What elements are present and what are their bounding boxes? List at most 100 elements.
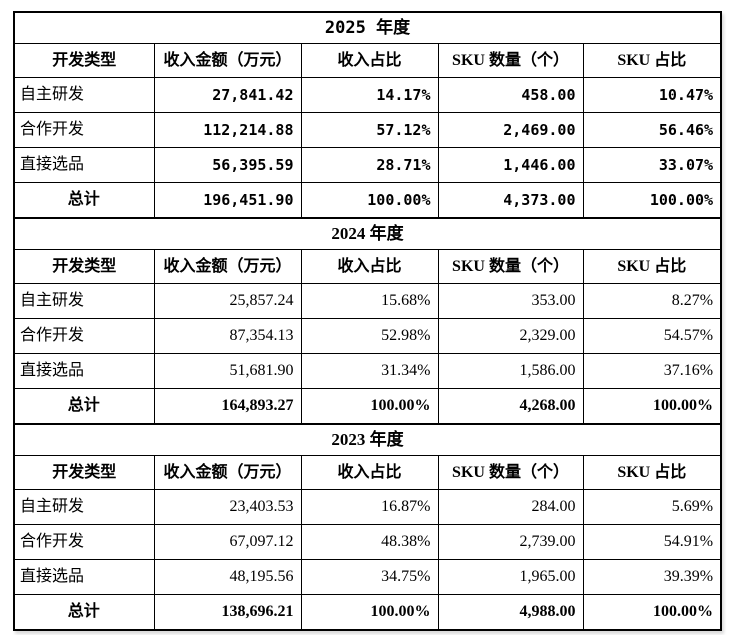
cell-sku-count: 4,268.00	[437, 388, 584, 425]
col-header-revenue: 收入金额（万元）	[153, 249, 302, 284]
col-header-sku-pct: SKU 占比	[582, 43, 722, 78]
cell-revenue: 48,195.56	[153, 559, 302, 595]
year-header: 2023 年度	[14, 423, 722, 456]
section-2025: 2025 年度 开发类型 收入金额（万元） 收入占比 SKU 数量（个） SKU…	[13, 11, 722, 219]
col-header-revenue: 收入金额（万元）	[153, 455, 302, 490]
col-header-sku-pct: SKU 占比	[582, 455, 722, 490]
cell-sku-count: 458.00	[437, 77, 584, 113]
cell-type: 总计	[13, 388, 155, 425]
table-row: 自主研发 25,857.24 15.68% 353.00 8.27%	[13, 283, 722, 319]
cell-revenue-pct: 57.12%	[300, 112, 439, 148]
cell-revenue-pct: 48.38%	[300, 524, 439, 560]
col-header-type: 开发类型	[13, 43, 155, 78]
cell-sku-count: 353.00	[437, 283, 584, 319]
cell-revenue-pct: 34.75%	[300, 559, 439, 595]
table-row-total: 总计 138,696.21 100.00% 4,988.00 100.00%	[13, 594, 722, 631]
cell-revenue-pct: 15.68%	[300, 283, 439, 319]
col-header-type: 开发类型	[13, 249, 155, 284]
col-header-revenue-pct: 收入占比	[300, 43, 439, 78]
col-header-revenue-pct: 收入占比	[300, 455, 439, 490]
year-header: 2024 年度	[14, 217, 722, 250]
table-row: 直接选品 48,195.56 34.75% 1,965.00 39.39%	[13, 559, 722, 595]
cell-sku-pct: 100.00%	[582, 182, 722, 219]
cell-type: 合作开发	[13, 524, 155, 560]
cell-sku-pct: 100.00%	[582, 594, 722, 631]
cell-type: 直接选品	[13, 559, 155, 595]
cell-sku-count: 284.00	[437, 489, 584, 525]
cell-revenue-pct: 100.00%	[300, 594, 439, 631]
cell-type: 直接选品	[13, 147, 155, 183]
cell-revenue: 87,354.13	[153, 318, 302, 354]
table-row: 2023 年度	[14, 423, 722, 456]
cell-type: 自主研发	[13, 77, 155, 113]
col-header-sku-count: SKU 数量（个）	[437, 455, 584, 490]
cell-sku-pct: 56.46%	[582, 112, 722, 148]
table-row: 合作开发 112,214.88 57.12% 2,469.00 56.46%	[13, 112, 722, 148]
cell-revenue-pct: 16.87%	[300, 489, 439, 525]
cell-sku-count: 4,988.00	[437, 594, 584, 631]
cell-sku-pct: 5.69%	[582, 489, 722, 525]
cell-type: 合作开发	[13, 112, 155, 148]
col-header-sku-count: SKU 数量（个）	[437, 249, 584, 284]
cell-type: 直接选品	[13, 353, 155, 389]
cell-revenue: 27,841.42	[153, 77, 302, 113]
cell-type: 总计	[13, 594, 155, 631]
cell-revenue: 51,681.90	[153, 353, 302, 389]
cell-revenue: 25,857.24	[153, 283, 302, 319]
cell-revenue: 112,214.88	[153, 112, 302, 148]
cell-sku-count: 2,739.00	[437, 524, 584, 560]
table-row: 开发类型 收入金额（万元） 收入占比 SKU 数量（个） SKU 占比	[13, 43, 722, 78]
cell-sku-pct: 37.16%	[582, 353, 722, 389]
cell-revenue-pct: 31.34%	[300, 353, 439, 389]
cell-sku-count: 1,446.00	[437, 147, 584, 183]
revenue-sku-table: 2025 年度 开发类型 收入金额（万元） 收入占比 SKU 数量（个） SKU…	[13, 11, 723, 631]
table-row: 开发类型 收入金额（万元） 收入占比 SKU 数量（个） SKU 占比	[13, 455, 722, 490]
cell-revenue: 196,451.90	[153, 182, 302, 219]
table-row: 合作开发 87,354.13 52.98% 2,329.00 54.57%	[13, 318, 722, 354]
cell-type: 自主研发	[13, 283, 155, 319]
cell-revenue-pct: 100.00%	[300, 388, 439, 425]
table-row: 2024 年度	[14, 217, 722, 250]
cell-sku-pct: 8.27%	[582, 283, 722, 319]
table-row: 开发类型 收入金额（万元） 收入占比 SKU 数量（个） SKU 占比	[13, 249, 722, 284]
cell-revenue-pct: 100.00%	[300, 182, 439, 219]
cell-revenue-pct: 28.71%	[300, 147, 439, 183]
col-header-sku-pct: SKU 占比	[582, 249, 722, 284]
cell-revenue-pct: 52.98%	[300, 318, 439, 354]
cell-sku-count: 1,965.00	[437, 559, 584, 595]
cell-sku-pct: 39.39%	[582, 559, 722, 595]
table-row: 2025 年度	[14, 11, 722, 44]
cell-sku-count: 1,586.00	[437, 353, 584, 389]
table-row: 合作开发 67,097.12 48.38% 2,739.00 54.91%	[13, 524, 722, 560]
table-row: 自主研发 23,403.53 16.87% 284.00 5.69%	[13, 489, 722, 525]
section-2023: 2023 年度 开发类型 收入金额（万元） 收入占比 SKU 数量（个） SKU…	[13, 423, 722, 631]
cell-sku-pct: 33.07%	[582, 147, 722, 183]
cell-sku-count: 4,373.00	[437, 182, 584, 219]
cell-sku-count: 2,469.00	[437, 112, 584, 148]
col-header-type: 开发类型	[13, 455, 155, 490]
cell-sku-pct: 54.57%	[582, 318, 722, 354]
cell-sku-pct: 100.00%	[582, 388, 722, 425]
year-header: 2025 年度	[14, 11, 722, 44]
cell-revenue: 67,097.12	[153, 524, 302, 560]
table-row: 直接选品 51,681.90 31.34% 1,586.00 37.16%	[13, 353, 722, 389]
cell-type: 合作开发	[13, 318, 155, 354]
table-row-total: 总计 164,893.27 100.00% 4,268.00 100.00%	[13, 388, 722, 425]
table-row: 自主研发 27,841.42 14.17% 458.00 10.47%	[13, 77, 722, 113]
cell-sku-pct: 10.47%	[582, 77, 722, 113]
cell-type: 自主研发	[13, 489, 155, 525]
cell-revenue: 164,893.27	[153, 388, 302, 425]
cell-revenue: 56,395.59	[153, 147, 302, 183]
cell-revenue-pct: 14.17%	[300, 77, 439, 113]
col-header-revenue: 收入金额（万元）	[153, 43, 302, 78]
cell-type: 总计	[13, 182, 155, 219]
table-row-total: 总计 196,451.90 100.00% 4,373.00 100.00%	[13, 182, 722, 219]
cell-sku-count: 2,329.00	[437, 318, 584, 354]
cell-sku-pct: 54.91%	[582, 524, 722, 560]
table-row: 直接选品 56,395.59 28.71% 1,446.00 33.07%	[13, 147, 722, 183]
col-header-revenue-pct: 收入占比	[300, 249, 439, 284]
cell-revenue: 23,403.53	[153, 489, 302, 525]
col-header-sku-count: SKU 数量（个）	[437, 43, 584, 78]
cell-revenue: 138,696.21	[153, 594, 302, 631]
